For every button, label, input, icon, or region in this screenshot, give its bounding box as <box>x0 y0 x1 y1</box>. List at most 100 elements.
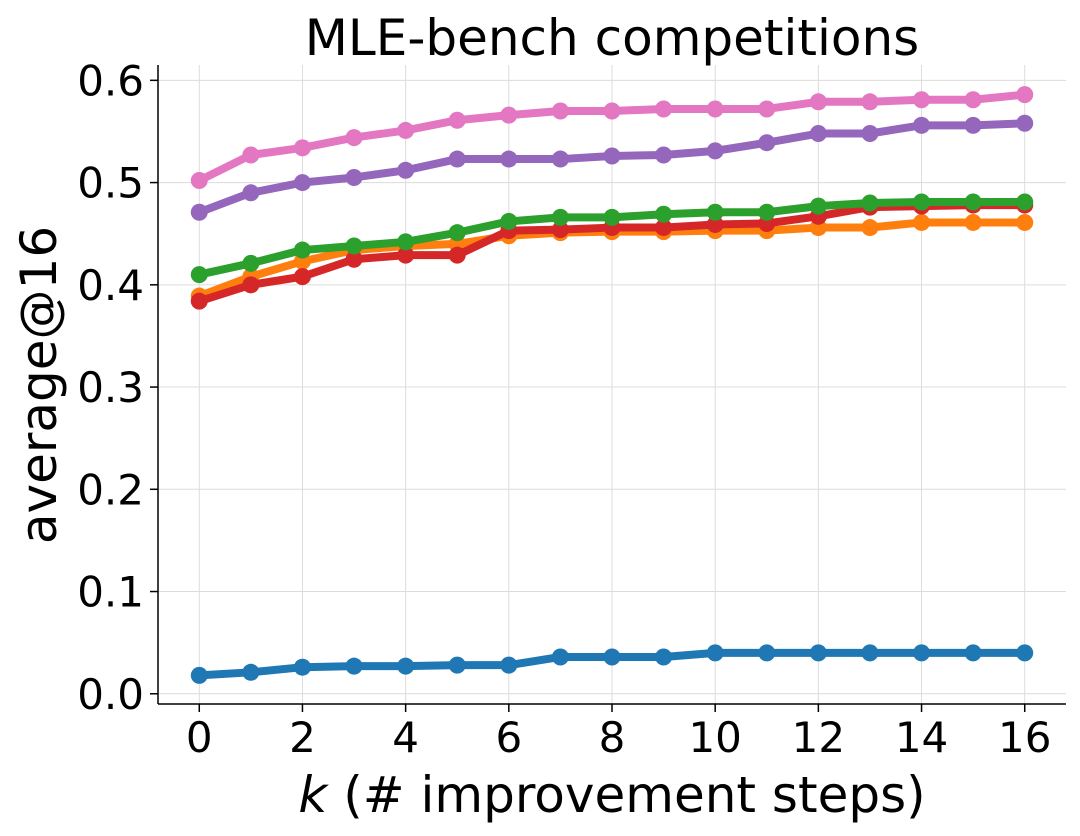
x-axis-label: k (# improvement steps) <box>298 766 925 824</box>
x-tick-label: 12 <box>792 713 845 762</box>
series-purple-point <box>293 174 311 192</box>
x-tick-label: 14 <box>895 713 948 762</box>
series-pink-point <box>500 106 518 124</box>
series-blue-point <box>242 663 260 681</box>
series-pink-point <box>1016 86 1034 104</box>
series-pink-point <box>964 91 982 109</box>
series-pink <box>190 86 1034 190</box>
series-green-point <box>397 233 415 251</box>
series-red-point <box>345 250 363 268</box>
series-red-point <box>242 276 260 294</box>
series-red-point <box>293 268 311 286</box>
series-pink-point <box>242 146 260 164</box>
y-tick-label: 0.0 <box>77 670 144 719</box>
series-pink-point <box>706 100 724 118</box>
series-pink-point <box>603 102 621 120</box>
series-purple-point <box>397 161 415 179</box>
y-tick-label: 0.6 <box>77 56 144 105</box>
series-pink-point <box>293 139 311 157</box>
series-green-point <box>551 208 569 226</box>
series-green-point <box>861 194 879 212</box>
series-green-point <box>603 208 621 226</box>
series-blue-point <box>345 657 363 675</box>
series-green-point <box>1016 193 1034 211</box>
x-tick-label: 6 <box>495 713 522 762</box>
x-tick-label: 10 <box>688 713 741 762</box>
series-purple-point <box>242 184 260 202</box>
series-blue-point <box>758 644 776 662</box>
series-purple-point <box>345 168 363 186</box>
y-tick-label: 0.2 <box>77 465 144 514</box>
grid-lines <box>158 65 1066 704</box>
x-tick-label: 16 <box>998 713 1051 762</box>
series-red-point <box>655 219 673 237</box>
series-red-point <box>448 246 466 264</box>
y-tick-label: 0.1 <box>77 568 144 617</box>
series-blue-point <box>293 658 311 676</box>
series-green-point <box>809 197 827 215</box>
series-green <box>190 193 1034 284</box>
y-axis-label: average@16 <box>10 226 68 544</box>
ticks: 0 2 4 6 8 10 12 14 16 0.0 0.1 0.2 0.3 0.4 0.5 0.6 <box>77 56 1051 762</box>
x-axis-label-var: k <box>298 766 329 824</box>
series-orange-point <box>913 213 931 231</box>
y-tick-label: 0.4 <box>77 261 144 310</box>
series-red-point <box>397 246 415 264</box>
series-purple-point <box>964 116 982 134</box>
series-purple-point <box>551 150 569 168</box>
y-tick-label: 0.3 <box>77 363 144 412</box>
x-tick-label: 4 <box>392 713 419 762</box>
series-pink-point <box>861 93 879 111</box>
x-tick-label: 0 <box>186 713 213 762</box>
x-tick-label: 8 <box>599 713 626 762</box>
series-pink-point <box>809 93 827 111</box>
series-blue-point <box>397 657 415 675</box>
series-blue-point <box>913 644 931 662</box>
series-purple-point <box>706 142 724 160</box>
series-blue <box>190 644 1034 684</box>
series-orange-point <box>861 219 879 237</box>
series-pink-point <box>551 102 569 120</box>
series-pink-point <box>913 91 931 109</box>
series-purple-point <box>1016 114 1034 132</box>
series-green-point <box>655 205 673 223</box>
series-pink-point <box>758 100 776 118</box>
series-blue-point <box>706 644 724 662</box>
series-layer <box>190 86 1034 684</box>
series-blue-point <box>1016 644 1034 662</box>
series-green-point <box>448 224 466 242</box>
series-green-point <box>293 241 311 259</box>
series-blue-point <box>448 656 466 674</box>
series-purple-point <box>190 203 208 221</box>
x-axis-label-rest: (# improvement steps) <box>327 766 925 824</box>
series-green-point <box>913 193 931 211</box>
series-pink-point <box>190 172 208 190</box>
series-pink-point <box>655 100 673 118</box>
series-blue-point <box>861 644 879 662</box>
series-blue-point <box>551 648 569 666</box>
series-blue-point <box>964 644 982 662</box>
series-pink-point <box>397 121 415 139</box>
series-orange-point <box>1016 213 1034 231</box>
series-purple-point <box>809 125 827 143</box>
series-purple-point <box>861 125 879 143</box>
series-red-point <box>190 292 208 310</box>
series-purple-point <box>758 134 776 152</box>
series-green-point <box>190 266 208 284</box>
series-blue-point <box>809 644 827 662</box>
series-purple-point <box>448 150 466 168</box>
series-green-point <box>706 203 724 221</box>
series-orange-point <box>964 213 982 231</box>
chart-title: MLE-bench competitions <box>305 9 920 67</box>
series-blue-point <box>603 648 621 666</box>
series-blue-point <box>655 648 673 666</box>
y-tick-label: 0.5 <box>77 159 144 208</box>
series-purple <box>190 114 1034 221</box>
series-pink-point <box>448 111 466 129</box>
series-purple-point <box>913 116 931 134</box>
series-blue-point <box>190 666 208 684</box>
series-purple-point <box>500 150 518 168</box>
series-red-point <box>551 221 569 239</box>
series-blue-point <box>500 656 518 674</box>
